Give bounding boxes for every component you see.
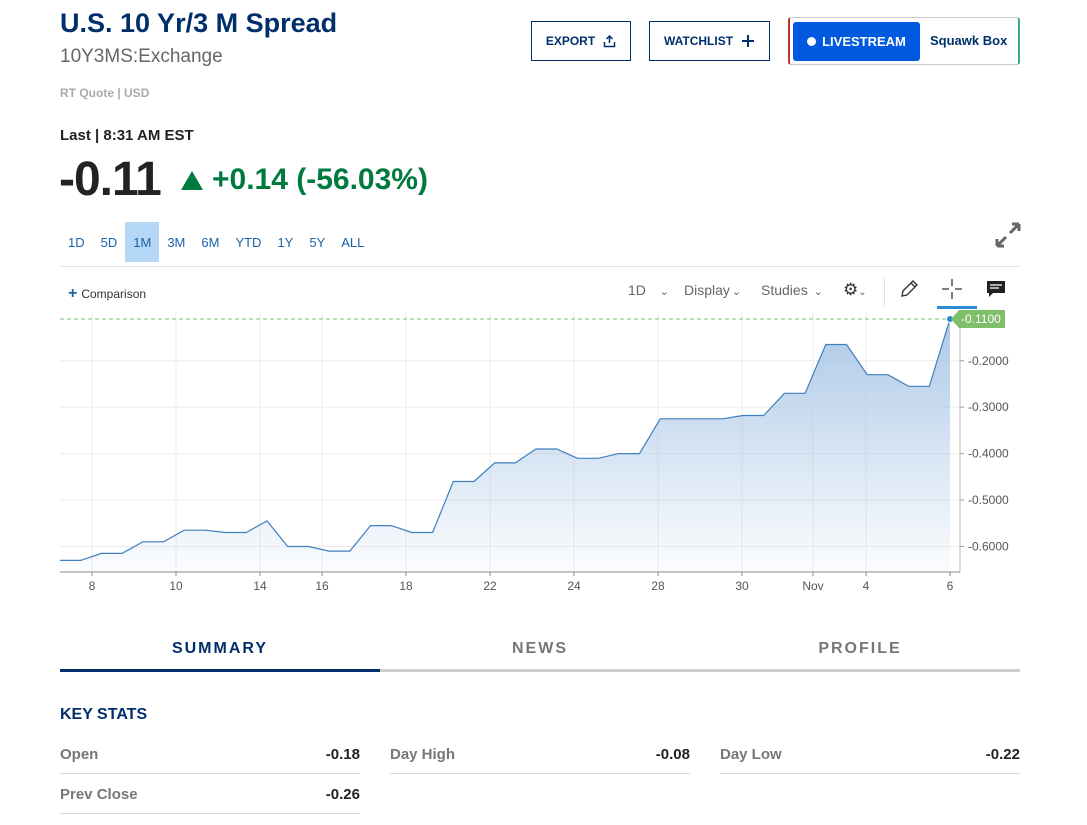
x-tick-label: 18	[399, 579, 413, 593]
livestream-button[interactable]: LIVESTREAM	[793, 22, 920, 61]
livestream-widget	[788, 17, 1020, 65]
plus-icon: +	[68, 285, 78, 302]
interval-label: 1D	[628, 282, 646, 298]
studies-label: Studies	[761, 282, 808, 298]
range-all[interactable]: ALL	[341, 234, 365, 250]
gear-icon[interactable]: ⚙⌄	[843, 280, 867, 299]
export-button[interactable]: EXPORT	[531, 21, 631, 61]
share-icon	[603, 34, 616, 47]
toolbar-divider	[884, 277, 885, 307]
y-tick-label: -0.2000	[968, 354, 1009, 368]
comment-icon[interactable]	[986, 280, 1006, 298]
range-1m[interactable]: 1M	[125, 222, 160, 262]
range-1y[interactable]: 1Y	[277, 234, 294, 250]
stat-open: Open -0.18	[60, 735, 360, 774]
stat-value: -0.18	[325, 745, 360, 763]
x-tick-label: 22	[483, 579, 497, 593]
expand-icon[interactable]	[993, 220, 1023, 250]
stat-label: Open	[60, 745, 99, 763]
studies-dropdown[interactable]: Studies ⌄	[761, 282, 823, 298]
symbol-label: 10Y3MS:Exchange	[60, 46, 223, 67]
rt-quote-label: RT Quote | USD	[60, 86, 150, 100]
y-tick-label: -0.6000	[968, 539, 1009, 553]
tab-baseline	[60, 669, 1020, 672]
range-3m[interactable]: 3M	[167, 234, 186, 250]
stat-value: -0.26	[325, 785, 360, 803]
live-dot-icon	[807, 37, 817, 46]
y-tick-label: -0.5000	[968, 493, 1009, 507]
x-tick-label: 6	[947, 579, 954, 593]
tab-news[interactable]: NEWS	[512, 640, 568, 657]
chevron-down-icon: ⌄	[813, 286, 823, 298]
display-label: Display	[684, 282, 730, 298]
squawk-box-link[interactable]: Squawk Box	[930, 33, 1008, 48]
watchlist-button[interactable]: WATCHLIST	[649, 21, 770, 61]
pencil-icon[interactable]	[899, 279, 919, 299]
x-tick-label: 4	[863, 579, 870, 593]
stat-value: -0.08	[655, 745, 690, 763]
range-5d[interactable]: 5D	[100, 234, 118, 250]
x-tick-label: 8	[89, 579, 96, 593]
price-change: +0.14 (-56.03%)	[212, 163, 428, 196]
current-value-badge	[951, 309, 1005, 328]
tab-summary[interactable]: SUMMARY	[171, 640, 269, 657]
stat-prev-close: Prev Close -0.26	[60, 775, 360, 814]
export-label: EXPORT	[545, 34, 596, 48]
watchlist-label: WATCHLIST	[663, 34, 734, 48]
comparison-button[interactable]: + Comparison	[68, 285, 146, 303]
x-tick-label: 28	[651, 579, 665, 593]
stat-day-high: Day High -0.08	[390, 735, 690, 774]
price-area	[60, 319, 950, 572]
price-line	[60, 318, 951, 562]
livestream-label: LIVESTREAM	[822, 34, 906, 49]
crosshair-active-indicator	[937, 306, 977, 309]
y-tick-label: -0.4000	[968, 447, 1009, 461]
tab-active-indicator	[60, 669, 380, 672]
stat-label: Day High	[390, 745, 456, 763]
tab-profile[interactable]: PROFILE	[818, 640, 902, 657]
x-tick-label: Nov	[802, 579, 823, 593]
chart-divider	[60, 266, 1020, 267]
range-selector: 1D 5D 1M 3M 6M YTD 1Y 5Y ALL	[60, 222, 372, 262]
y-tick-label: -0.3000	[968, 400, 1009, 414]
range-6m[interactable]: 6M	[201, 234, 220, 250]
page-title: U.S. 10 Yr/3 M Spread	[60, 8, 338, 38]
crosshair-icon[interactable]	[941, 278, 963, 300]
chevron-down-icon: ⌄	[659, 286, 670, 298]
chevron-down-icon: ⌄	[731, 286, 742, 298]
range-1d[interactable]: 1D	[68, 234, 85, 250]
up-arrow-icon	[181, 171, 203, 190]
stat-value: -0.22	[985, 745, 1020, 763]
x-tick-label: 16	[315, 579, 329, 593]
x-tick-label: 10	[169, 579, 183, 593]
x-tick-label: 24	[567, 579, 581, 593]
x-tick-label: 30	[735, 579, 749, 593]
comparison-label: Comparison	[81, 287, 147, 301]
stat-day-low: Day Low -0.22	[720, 735, 1020, 774]
stat-label: Prev Close	[60, 785, 138, 803]
stat-label: Day Low	[720, 745, 782, 763]
key-stats-title: KEY STATS	[60, 706, 148, 723]
last-trade-label: Last | 8:31 AM EST	[60, 127, 194, 144]
range-ytd[interactable]: YTD	[235, 234, 262, 250]
interval-dropdown[interactable]: 1D ⌄	[628, 282, 669, 298]
x-tick-label: 14	[253, 579, 267, 593]
price-chart[interactable]: -0.2000 -0.3000 -0.4000 -0.5000 -0.6000 8 10 14…	[0, 0, 1087, 600]
plus-icon	[742, 35, 755, 47]
display-dropdown[interactable]: Display ⌄	[684, 282, 741, 298]
last-price: -0.11	[59, 153, 162, 206]
range-5y[interactable]: 5Y	[309, 234, 326, 250]
current-value-label: -0.1100	[961, 312, 1001, 326]
